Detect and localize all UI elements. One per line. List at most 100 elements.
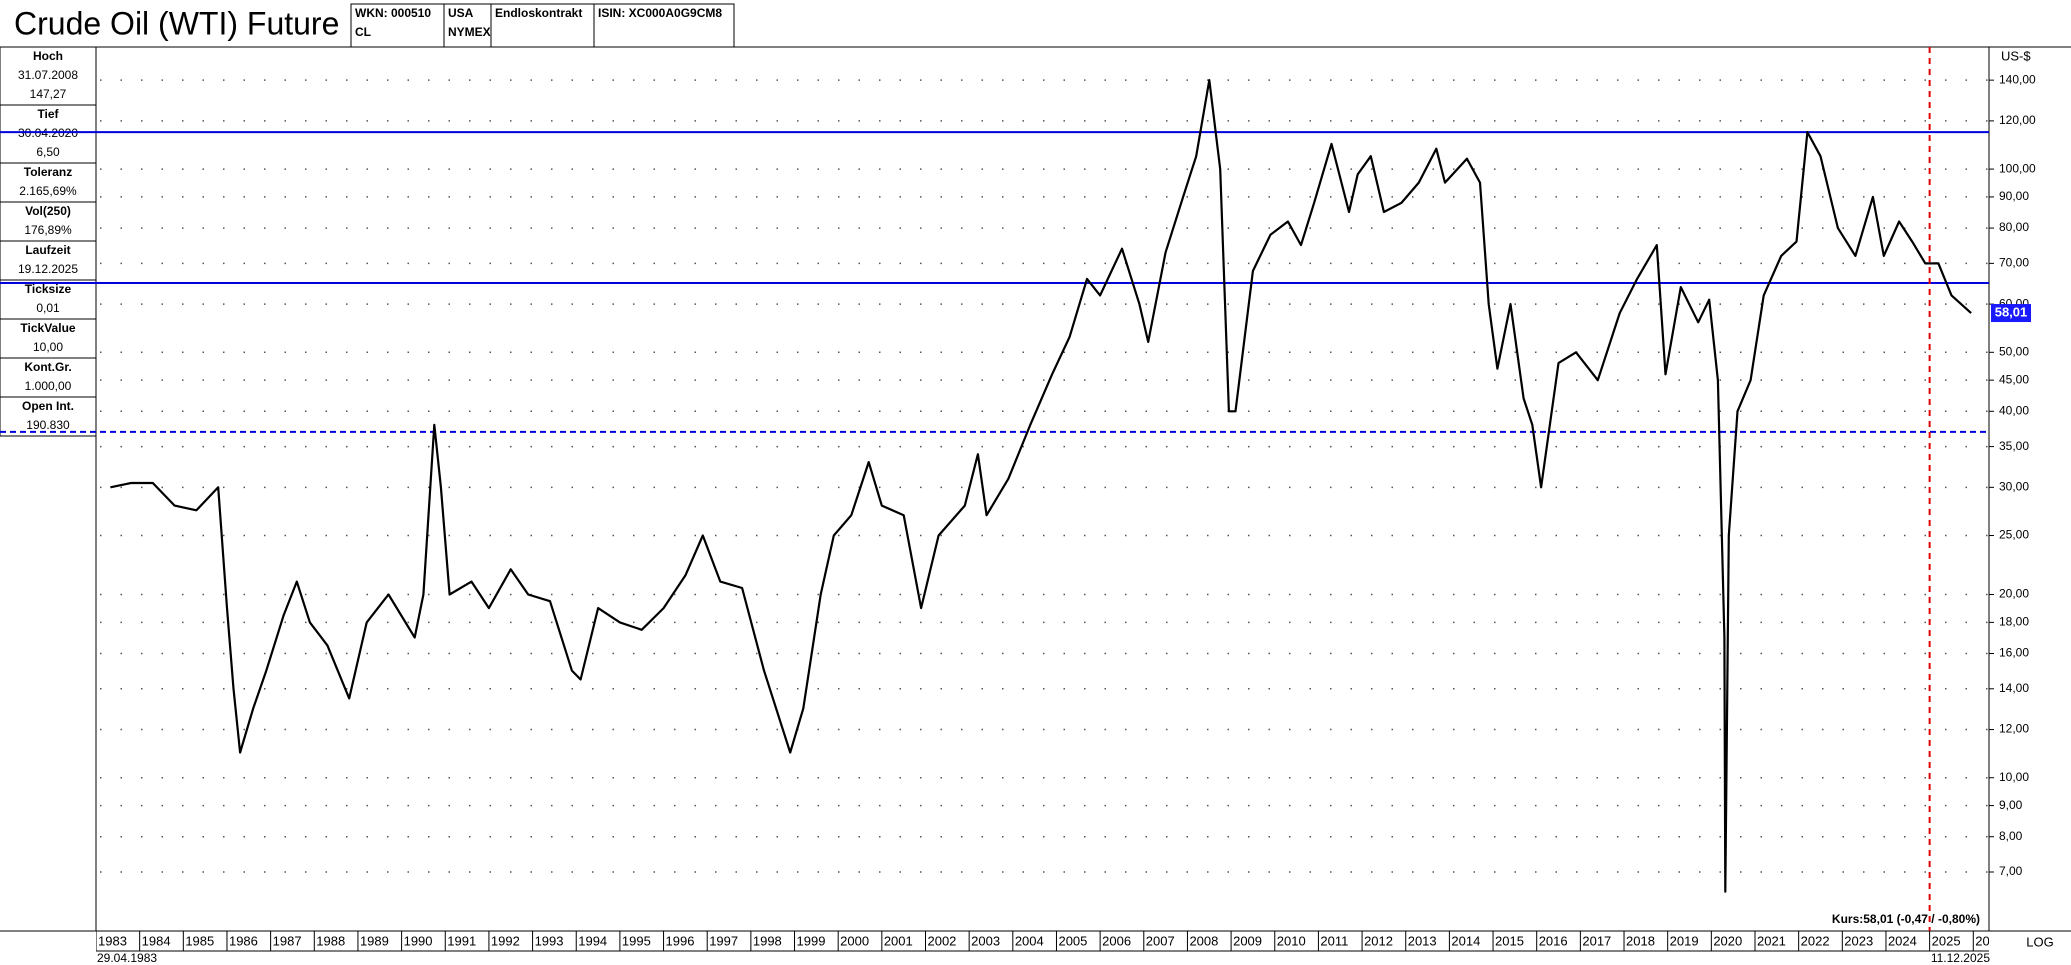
y-axis-unit: US-$ <box>2001 48 2031 63</box>
x-tick-label: 1986 <box>229 933 258 948</box>
x-tick-label: 2001 <box>884 933 913 948</box>
stat-value: 31.07.2008 <box>18 68 78 82</box>
x-tick-label: 2000 <box>840 933 869 948</box>
chart-title: Crude Oil (WTI) Future <box>14 5 339 41</box>
x-tick-label: 2017 <box>1582 933 1611 948</box>
x-tick-label: 2007 <box>1146 933 1175 948</box>
x-tick-label: 2006 <box>1102 933 1131 948</box>
x-tick-label: 2024 <box>1888 933 1917 948</box>
x-tick-label: 2013 <box>1408 933 1437 948</box>
y-tick-label: 7,00 <box>1999 864 2023 878</box>
x-tick-label: 2003 <box>971 933 1000 948</box>
x-tick-label: 1988 <box>316 933 345 948</box>
stat-value: 30.04.2020 <box>18 126 78 140</box>
y-tick-label: 10,00 <box>1999 770 2029 784</box>
y-tick-label: 40,00 <box>1999 403 2029 417</box>
y-tick-label: 20,00 <box>1999 587 2029 601</box>
stat-label: Toleranz <box>24 165 72 179</box>
y-tick-label: 90,00 <box>1999 189 2029 203</box>
y-tick-label: 140,00 <box>1999 72 2036 86</box>
scale-label: LOG <box>2026 934 2053 949</box>
info-text: CL <box>355 25 371 39</box>
x-tick-label: 2012 <box>1364 933 1393 948</box>
y-tick-label: 12,00 <box>1999 722 2029 736</box>
info-text: Endloskontrakt <box>495 6 582 20</box>
x-tick-label: 1995 <box>622 933 651 948</box>
x-tick-label: 1983 <box>98 933 127 948</box>
price-line <box>110 79 1972 893</box>
stat-value: 19.12.2025 <box>18 262 78 276</box>
x-tick-label: 2026 <box>1975 933 2004 948</box>
last-price-box <box>1991 304 2031 323</box>
x-tick-label: 2005 <box>1058 933 1087 948</box>
x-tick-label: 2004 <box>1015 933 1044 948</box>
x-tick-label: 2009 <box>1233 933 1262 948</box>
y-tick-label: 80,00 <box>1999 220 2029 234</box>
stat-label: TickValue <box>20 321 75 335</box>
stat-label: Hoch <box>33 49 63 63</box>
x-tick-label: 1994 <box>578 933 607 948</box>
y-tick-label: 100,00 <box>1999 161 2036 175</box>
y-tick-label: 45,00 <box>1999 372 2029 386</box>
stat-value: 2.165,69% <box>19 184 77 198</box>
x-axis: 1983 1984 1985 1986 1987 1988 1989 1990 1991 1992… <box>96 931 2004 951</box>
stat-label: Open Int. <box>22 399 74 413</box>
y-tick-label: 18,00 <box>1999 615 2029 629</box>
stat-value: 6,50 <box>36 145 60 159</box>
info-text: NYMEX <box>448 25 491 39</box>
last-price-label: 58,01 <box>1995 304 2028 319</box>
stat-value: 147,27 <box>30 87 67 101</box>
x-tick-label: 1991 <box>447 933 476 948</box>
x-tick-label: 1993 <box>535 933 564 948</box>
x-tick-label: 1998 <box>753 933 782 948</box>
stat-label: Kont.Gr. <box>24 360 71 374</box>
x-tick-label: 1992 <box>491 933 520 948</box>
quote: Kurs:58,01 (-0,47 / -0,80%) <box>1832 912 1980 926</box>
x-tick-label: 1987 <box>273 933 302 948</box>
stat-box <box>0 396 97 437</box>
x-tick-label: 2016 <box>1539 933 1568 948</box>
x-tick-label: 1989 <box>360 933 389 948</box>
info-text: ISIN: XC000A0G9CM8 <box>598 6 722 20</box>
start-date: 29.04.1983 <box>97 951 157 965</box>
x-tick-label: 2008 <box>1189 933 1218 948</box>
x-tick-label: 1984 <box>142 933 171 948</box>
info-text: WKN: 000510 <box>355 6 431 20</box>
y-tick-label: 25,00 <box>1999 528 2029 542</box>
x-tick-label: 1990 <box>404 933 433 948</box>
y-tick-label: 9,00 <box>1999 798 2023 812</box>
x-tick-label: 1996 <box>666 933 695 948</box>
x-tick-label: 2010 <box>1277 933 1306 948</box>
stat-value: 10,00 <box>33 340 63 354</box>
info-text: USA <box>448 6 474 20</box>
x-tick-label: 2015 <box>1495 933 1524 948</box>
x-tick-label: 2020 <box>1713 933 1742 948</box>
x-tick-label: 2023 <box>1844 933 1873 948</box>
stat-value: 0,01 <box>36 301 60 315</box>
x-tick-label: 1985 <box>185 933 214 948</box>
x-tick-label: 2018 <box>1626 933 1655 948</box>
stat-label: Ticksize <box>25 282 72 296</box>
stat-label: Tief <box>37 107 59 121</box>
y-tick-label: 14,00 <box>1999 681 2029 695</box>
x-tick-label: 2011 <box>1320 933 1348 948</box>
stat-label: Vol(250) <box>25 204 71 218</box>
info-box <box>593 3 735 48</box>
stat-value: 1.000,00 <box>25 379 72 393</box>
y-tick-label: 50,00 <box>1999 344 2029 358</box>
x-tick-label: 2025 <box>1932 933 1961 948</box>
y-tick-label: 35,00 <box>1999 439 2029 453</box>
x-tick-label: 2021 <box>1757 933 1786 948</box>
x-tick-label: 2022 <box>1801 933 1830 948</box>
end-date: 11.12.2025 <box>1931 951 1990 965</box>
stat-value: 190.830 <box>26 418 70 432</box>
y-tick-label: 30,00 <box>1999 480 2029 494</box>
stat-label: Laufzeit <box>25 243 70 257</box>
stat-value: 176,89% <box>24 223 72 237</box>
y-tick-label: 120,00 <box>1999 113 2036 127</box>
x-tick-label: 1999 <box>797 933 826 948</box>
x-tick-label: 2002 <box>927 933 956 948</box>
x-tick-label: 2019 <box>1670 933 1699 948</box>
